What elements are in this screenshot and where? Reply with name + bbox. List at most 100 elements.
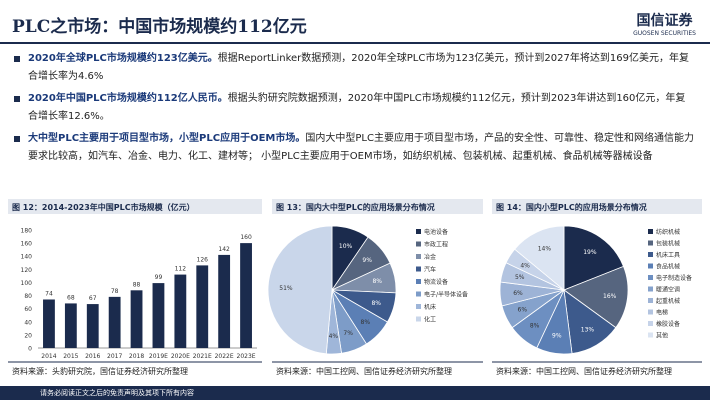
legend-swatch	[416, 241, 421, 247]
x-tick-label: 2015	[63, 353, 78, 360]
bullet-bold: 大中型PLC主要用于项目型市场，小型PLC应用于OEM市场。	[28, 133, 306, 144]
legend-label: 起重机械	[656, 297, 680, 305]
legend-label: 暖通空调	[656, 286, 680, 294]
y-tick-label: 60	[24, 306, 32, 313]
logo-name: 国信证券	[636, 13, 693, 29]
x-tick-label: 2019E	[149, 353, 168, 360]
source: 资料来源：中国工控网、国信证券经济研究所整理	[276, 366, 452, 376]
bullet: 2020年中国PLC市场规模约112亿人民币。根据头豹研究院数据预测，2020年…	[14, 90, 694, 126]
y-tick-label: 100	[21, 280, 33, 287]
slice-label: 19%	[583, 249, 597, 256]
slice-label: 16%	[603, 293, 617, 300]
legend-swatch	[416, 254, 421, 259]
legend-label: 机床	[424, 303, 436, 311]
y-tick-label: 20	[24, 332, 32, 339]
bullet: 2020年全球PLC市场规模约123亿美元。根据ReportLinker数据预测…	[14, 50, 694, 86]
pie-slice	[563, 265, 629, 329]
slice-label: 8%	[372, 278, 382, 285]
slice-label: 6%	[513, 290, 523, 297]
value-label: 126	[197, 256, 209, 263]
value-label: 112	[175, 266, 187, 273]
legend-swatch	[416, 316, 421, 322]
x-tick-label: 2016	[85, 353, 100, 360]
legend-swatch	[648, 298, 653, 303]
x-tick-label: 2022E	[215, 353, 234, 360]
slice-label: 9%	[552, 333, 562, 340]
legend-label: 橡胶设备	[656, 320, 680, 328]
legend-swatch	[416, 229, 421, 234]
legend-label: 机床工具	[656, 251, 680, 259]
logo: 国信证券 GUOSEN SECURITIES	[633, 10, 696, 37]
bullets: 2020年全球PLC市场规模约123亿美元。根据ReportLinker数据预测…	[14, 50, 694, 170]
slice-label: 6%	[518, 307, 528, 314]
pie-slice	[514, 225, 565, 291]
bar	[64, 303, 77, 348]
bar	[43, 299, 55, 348]
bar	[108, 296, 121, 348]
slice-label: 8%	[361, 319, 371, 326]
legend-swatch	[648, 286, 653, 292]
bar	[218, 254, 231, 348]
bar	[152, 283, 165, 348]
source: 资料来源：中国工控网、国信证券经济研究所整理	[496, 366, 672, 376]
bar	[86, 304, 99, 348]
bar	[240, 243, 252, 348]
slice-label: 4%	[520, 262, 530, 269]
value-label: 67	[89, 295, 97, 302]
slice-label: 13%	[581, 327, 595, 334]
footer: 请务必阅读正文之后的免责声明及其项下所有内容	[0, 386, 710, 400]
legend-swatch	[648, 229, 653, 234]
pie-slice	[563, 225, 625, 291]
slice-label: 5%	[515, 274, 525, 281]
slice-label: 51%	[279, 285, 293, 292]
legend-swatch	[648, 321, 653, 326]
legend-label: 化工	[424, 316, 436, 324]
legend-swatch	[648, 252, 653, 257]
charts: 图 12：2014-2023年中国PLC市场规模（亿元） 资料来源：头豹研究院，国…	[8, 199, 702, 376]
y-tick-label: 80	[24, 293, 32, 300]
bullet-text: 国内大中型PLC主要应用于项目型市场，产品的安全性、可靠性、稳定性和网络通信能力…	[28, 133, 694, 162]
legend-swatch	[416, 304, 421, 309]
slice-label: 14%	[538, 245, 552, 252]
legend-label: 包装机械	[656, 240, 680, 248]
legend-swatch	[416, 291, 421, 297]
x-tick-label: 2023E	[237, 353, 256, 360]
slice-label: 9%	[362, 257, 372, 264]
legend-swatch	[648, 309, 653, 315]
bullet-text: 根据ReportLinker数据预测，2020年全球PLC市场为123亿美元，预…	[28, 53, 689, 82]
legend-swatch	[648, 332, 653, 338]
panel-header	[8, 199, 262, 214]
bullet-bold: 2020年中国PLC市场规模约112亿人民币。	[28, 93, 228, 104]
y-tick-label: 120	[21, 267, 33, 274]
x-tick-label: 2014	[41, 353, 56, 360]
chart-title: 图 14：国内小型PLC的应用场景分布情况	[496, 202, 647, 212]
slice-label: 7%	[343, 330, 353, 337]
title: PLC之市场：中国市场规模约112亿元	[12, 17, 307, 37]
panel-header	[272, 199, 483, 214]
bullet-text: 根据头豹研究院数据预测，2020年中国PLC市场规模约112亿元，预计到2023…	[28, 93, 686, 122]
y-tick-label: 40	[24, 319, 32, 326]
value-label: 99	[155, 274, 163, 281]
legend-label: 电子/半导体设备	[424, 291, 468, 299]
value-label: 68	[67, 294, 75, 301]
legend-label: 纺织机械	[656, 228, 680, 236]
y-tick-label: 0	[28, 346, 32, 353]
value-label: 74	[45, 290, 53, 297]
x-tick-label: 2020E	[171, 353, 190, 360]
slice-label: 10%	[339, 243, 353, 250]
logo-subtitle: GUOSEN SECURITIES	[633, 30, 696, 37]
value-label: 88	[133, 281, 141, 288]
x-tick-label: 2018	[129, 353, 144, 360]
legend-label: 电子制造设备	[656, 274, 692, 282]
slice-label: 4%	[329, 333, 339, 340]
legend-label: 电池设备	[424, 228, 448, 236]
y-tick-label: 180	[21, 228, 33, 235]
bar	[174, 274, 187, 348]
value-label: 78	[111, 288, 119, 295]
value-label: 160	[240, 234, 252, 241]
legend-label: 汽车	[424, 266, 436, 274]
legend-label: 食品机械	[656, 263, 680, 271]
legend-swatch	[648, 240, 653, 246]
x-tick-label: 2021E	[193, 353, 212, 360]
